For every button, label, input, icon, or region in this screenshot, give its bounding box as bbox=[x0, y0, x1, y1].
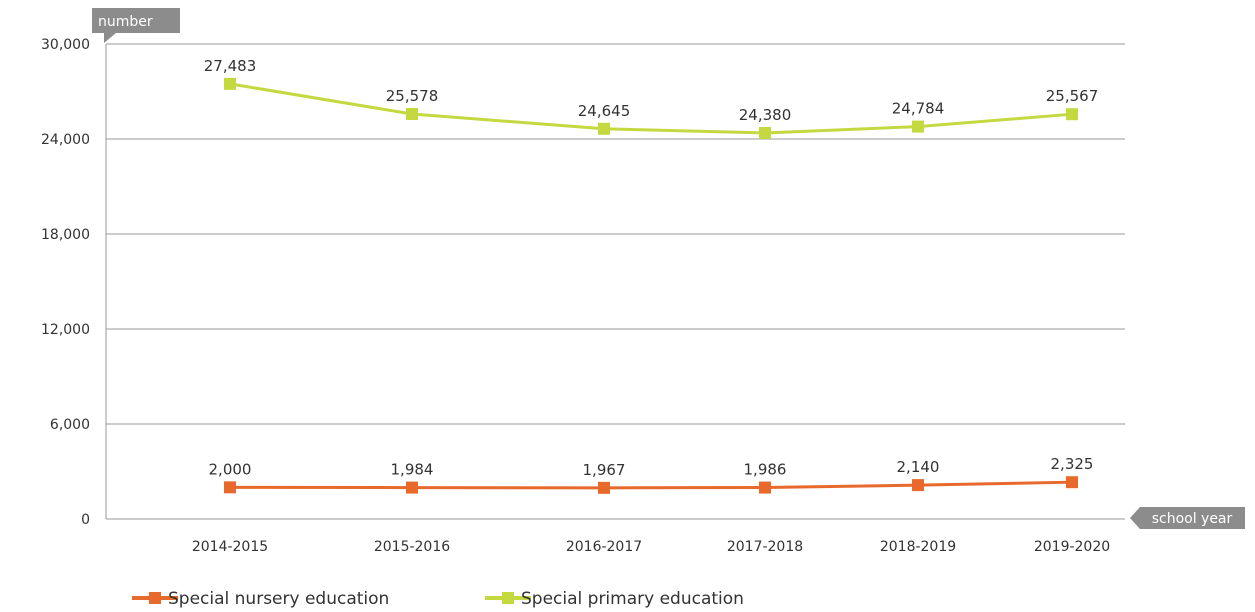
x-axis-ticks: 2014-2015 2015-2016 2016-2017 2017-2018 2018… bbox=[192, 539, 1110, 555]
data-point bbox=[759, 481, 771, 494]
y-axis-title-tag: number bbox=[92, 8, 180, 43]
x-tick-label: 2014-2015 bbox=[192, 539, 268, 555]
data-label: 1,967 bbox=[583, 461, 626, 479]
x-tick-label: 2015-2016 bbox=[374, 539, 450, 555]
data-label: 24,784 bbox=[892, 100, 945, 118]
legend: Special nursery education Special primary… bbox=[132, 589, 744, 609]
data-point bbox=[1066, 476, 1078, 489]
data-label: 1,986 bbox=[744, 461, 787, 479]
data-point bbox=[598, 481, 610, 494]
data-label: 2,140 bbox=[897, 458, 940, 476]
x-tick-label: 2019-2020 bbox=[1034, 539, 1110, 555]
data-point bbox=[912, 120, 924, 133]
x-tick-label: 2017-2018 bbox=[727, 539, 803, 555]
y-tick-label: 24,000 bbox=[41, 132, 90, 148]
data-point bbox=[224, 77, 236, 90]
data-label: 24,645 bbox=[578, 102, 631, 120]
y-axis-ticks: 0 6,000 12,000 18,000 24,000 30,000 bbox=[41, 37, 90, 528]
data-point bbox=[912, 479, 924, 492]
legend-swatch-marker bbox=[502, 592, 514, 604]
y-tick-label: 6,000 bbox=[50, 417, 90, 433]
legend-swatch-marker bbox=[149, 592, 161, 604]
series-group bbox=[224, 77, 1078, 494]
x-tick-label: 2018-2019 bbox=[880, 539, 956, 555]
y-tick-label: 0 bbox=[81, 512, 90, 528]
data-label: 27,483 bbox=[204, 57, 257, 75]
data-label: 1,984 bbox=[391, 461, 434, 479]
y-tick-label: 30,000 bbox=[41, 37, 90, 53]
data-point bbox=[1066, 108, 1078, 121]
data-point bbox=[759, 126, 771, 139]
series-line-1 bbox=[229, 82, 1073, 135]
data-label: 2,325 bbox=[1051, 455, 1094, 473]
data-label: 2,000 bbox=[209, 460, 252, 478]
y-tick-label: 12,000 bbox=[41, 322, 90, 338]
gridlines bbox=[105, 43, 1125, 520]
data-point bbox=[224, 481, 236, 494]
data-label: 25,567 bbox=[1046, 87, 1099, 105]
data-label: 25,578 bbox=[386, 87, 439, 105]
x-tick-label: 2016-2017 bbox=[566, 539, 642, 555]
data-point bbox=[406, 481, 418, 494]
y-tick-label: 18,000 bbox=[41, 227, 90, 243]
x-axis-title: school year bbox=[1152, 511, 1233, 527]
data-labels: 2,000 1,984 1,967 1,986 2,140 2,325 27,483 25,5… bbox=[204, 57, 1099, 479]
data-point bbox=[598, 122, 610, 135]
series-line-0 bbox=[229, 480, 1073, 490]
data-label: 24,380 bbox=[739, 106, 792, 124]
y-axis-title: number bbox=[98, 14, 153, 30]
data-point bbox=[406, 108, 418, 121]
legend-label: Special nursery education bbox=[168, 589, 389, 609]
legend-label: Special primary education bbox=[521, 589, 744, 609]
x-axis-title-tag: school year bbox=[1130, 507, 1245, 529]
